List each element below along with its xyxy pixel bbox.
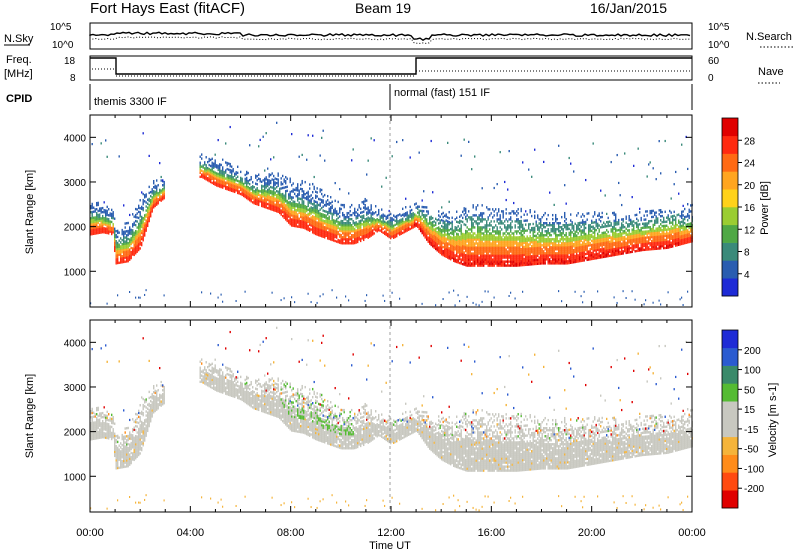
power-scatter-layer: [90, 121, 693, 307]
velocity-colorbar-swatch: [722, 365, 738, 384]
cpid-segment-1: themis 3300 IF: [94, 96, 167, 108]
nsearch-label: N.Search: [746, 31, 792, 43]
velocity-scatter-layer: [90, 326, 693, 512]
freq-unit-label: [MHz]: [4, 68, 33, 80]
power-colorbar-swatch: [722, 260, 738, 279]
velocity-colorbar-swatch: [722, 472, 738, 491]
nsearch-trace: [89, 36, 691, 44]
nave-trace: [92, 68, 692, 77]
nave-tick-low: 0: [708, 73, 714, 84]
power-colorbar-swatch: [722, 242, 738, 261]
freq-trace: [90, 57, 692, 75]
velocity-colorbar-swatch: [722, 383, 738, 402]
power-colorbar-swatch: [722, 135, 738, 154]
power-colorbar-swatch: [722, 278, 738, 297]
nave-tick-high: 60: [708, 56, 720, 67]
cpid-panel: CPID themis 3300 IF normal (fast) 151 IF: [6, 84, 693, 110]
velocity-panel: Slant Range [km] 1000 2000 3000 4000: [24, 319, 693, 513]
nsky-tick-high: 10^5: [50, 22, 72, 33]
time-tick-label: 12:00: [377, 527, 405, 539]
velocity-colorbar-swatch: [722, 330, 738, 349]
nsky-trace: [89, 31, 691, 42]
nsearch-tick-low: 10^0: [708, 40, 730, 51]
time-tick-label: 20:00: [578, 527, 606, 539]
velocity-colorbar-swatch: [722, 347, 738, 366]
velocity-colorbar-title: Velocity [m s-1]: [767, 383, 779, 458]
power-colorbar-swatch: [722, 207, 738, 226]
velocity-ytick-label: 3000: [64, 383, 87, 394]
power-colorbar-swatch: [722, 171, 738, 190]
velocity-colorbar-tick-label: 100: [744, 366, 761, 377]
power-colorbar-swatch: [722, 224, 738, 243]
power-colorbar-swatch: [722, 153, 738, 172]
freq-tick-low: 8: [70, 73, 76, 84]
velocity-colorbar-tick-label: -100: [744, 464, 764, 475]
power-ytick-label: 1000: [64, 267, 87, 278]
power-colorbar-tick-label: 12: [744, 225, 756, 236]
velocity-colorbar-swatch: [722, 454, 738, 473]
velocity-colorbar-tick-label: 200: [744, 346, 761, 357]
power-y-ticks: 1000 2000 3000 4000: [64, 133, 692, 278]
velocity-ylabel: Slant Range [km]: [24, 374, 36, 458]
time-tick-label: 04:00: [177, 527, 205, 539]
freq-tick-high: 18: [64, 56, 76, 67]
velocity-plot-area: [90, 320, 692, 512]
date-title: 16/Jan/2015: [590, 0, 667, 16]
velocity-colorbar: 200 100 50 15 -15 -50 -100 -200 Velocity [m s-1…: [721, 329, 779, 509]
power-x-ticks: [89, 115, 693, 307]
velocity-colorbar-tick-label: -50: [744, 445, 759, 456]
power-colorbar-tick-label: 24: [744, 159, 756, 170]
power-colorbar-swatch: [722, 118, 738, 137]
velocity-colorbar-swatch: [722, 490, 738, 509]
power-colorbar-tick-label: 16: [744, 203, 756, 214]
freq-panel: Freq. [MHz] 18 8 60 0 Nave: [4, 54, 784, 84]
power-colorbar-tick-label: 20: [744, 181, 756, 192]
station-title: Fort Hays East (fitACF): [90, 0, 245, 17]
power-colorbar-title: Power [dB]: [759, 181, 771, 235]
velocity-x-ticks: [89, 320, 693, 512]
velocity-ytick-label: 1000: [64, 472, 87, 483]
power-colorbar-swatch: [722, 189, 738, 208]
time-tick-label: 00:00: [76, 527, 104, 539]
power-ytick-label: 4000: [64, 133, 87, 144]
time-tick-label: 00:00: [678, 527, 706, 539]
velocity-colorbar-swatch: [722, 419, 738, 438]
power-colorbar-tick-label: 4: [744, 270, 750, 281]
power-plot-area: [90, 115, 692, 307]
power-ylabel: Slant Range [km]: [24, 170, 36, 254]
velocity-ytick-label: 4000: [64, 338, 87, 349]
velocity-colorbar-swatch: [722, 436, 738, 455]
velocity-colorbar-swatch: [722, 401, 738, 420]
time-tick-label: 16:00: [478, 527, 506, 539]
power-ytick-label: 2000: [64, 223, 87, 234]
velocity-colorbar-tick-label: -15: [744, 425, 759, 436]
cpid-segment-2: normal (fast) 151 IF: [394, 87, 490, 99]
power-ytick-label: 3000: [64, 178, 87, 189]
velocity-colorbar-tick-label: 50: [744, 385, 756, 396]
freq-label: Freq.: [6, 54, 32, 66]
power-colorbar: 28 24 20 16 12 8 4 Power [dB]: [721, 117, 771, 297]
velocity-y-ticks: 1000 2000 3000 4000: [64, 338, 692, 483]
cpid-label: CPID: [6, 93, 32, 105]
beam-title: Beam 19: [355, 0, 411, 16]
velocity-colorbar-tick-label: -200: [744, 484, 764, 495]
nsearch-tick-high: 10^5: [708, 22, 730, 33]
nsky-tick-low: 10^0: [52, 40, 74, 51]
power-panel: Slant Range [km] 1000 2000 3000 4000: [24, 114, 693, 308]
time-axis-labels: 00:00 04:00 08:00 12:00 16:00 20:00 00:00: [76, 527, 706, 539]
time-axis-title: Time UT: [369, 540, 411, 552]
velocity-colorbar-tick-label: 15: [744, 405, 756, 416]
nave-label: Nave: [758, 66, 784, 78]
power-colorbar-tick-label: 28: [744, 136, 756, 147]
nsky-label: N.Sky: [4, 33, 34, 45]
time-tick-label: 08:00: [277, 527, 305, 539]
velocity-ytick-label: 2000: [64, 428, 87, 439]
power-colorbar-tick-label: 8: [744, 248, 750, 259]
nsky-panel: N.Sky 10^5 10^0 10^5 10^0 N.Search: [4, 22, 795, 51]
